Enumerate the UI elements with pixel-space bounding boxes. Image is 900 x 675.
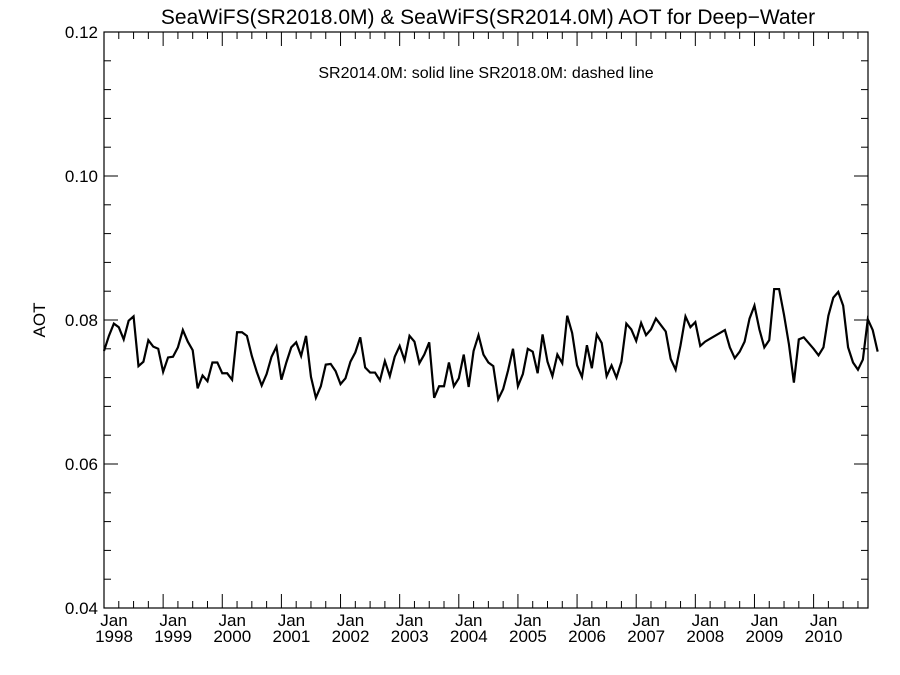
x-tick-month-label: Jan [219,611,246,630]
y-tick-label: 0.08 [65,311,98,330]
plot-frame [103,31,869,609]
y-tick-label: 0.06 [65,455,98,474]
x-tick-year-label: 2010 [805,627,843,646]
x-tick-year-label: 2005 [509,627,547,646]
x-tick-month-label: Jan [396,611,423,630]
series-line-solid [102,287,879,403]
x-tick-month-label: Jan [632,611,659,630]
x-tick-year-label: 2008 [686,627,724,646]
line-style-annotation: SR2014.0M: solid line SR2018.0M: dashed … [318,65,653,82]
series-layer [102,287,879,403]
x-tick-year-label: 2003 [391,627,429,646]
x-tick-year-label: 2004 [450,627,488,646]
y-tick-label: 0.12 [65,23,98,42]
x-tick-year-label: 2006 [568,627,606,646]
y-axis-ticks: 0.04 0.06 0.08 0.10 0.12 [65,23,868,618]
y-axis-label: AOT [30,303,49,338]
x-tick-month-label: Jan [514,611,541,630]
y-tick-label: 0.10 [65,167,98,186]
x-tick-month-label: Jan [810,611,837,630]
x-tick-year-label: 2009 [746,627,784,646]
x-tick-month-label: Jan [751,611,778,630]
x-tick-month-label: Jan [692,611,719,630]
x-tick-year-label: 1998 [95,627,133,646]
x-tick-year-label: 2002 [332,627,370,646]
x-tick-year-label: 2001 [272,627,310,646]
chart-title: SeaWiFS(SR2018.0M) & SeaWiFS(SR2014.0M) … [161,6,815,29]
x-tick-year-label: 1999 [154,627,192,646]
x-tick-year-label: 2000 [213,627,251,646]
x-tick-month-label: Jan [337,611,364,630]
x-axis-ticks: Jan1998Jan1999Jan2000Jan2001Jan2002Jan20… [95,32,859,646]
x-tick-month-label: Jan [100,611,127,630]
y-tick-label: 0.04 [65,599,98,618]
x-tick-month-label: Jan [455,611,482,630]
x-tick-year-label: 2007 [627,627,665,646]
x-tick-month-label: Jan [573,611,600,630]
x-tick-month-label: Jan [159,611,186,630]
x-tick-month-label: Jan [278,611,305,630]
